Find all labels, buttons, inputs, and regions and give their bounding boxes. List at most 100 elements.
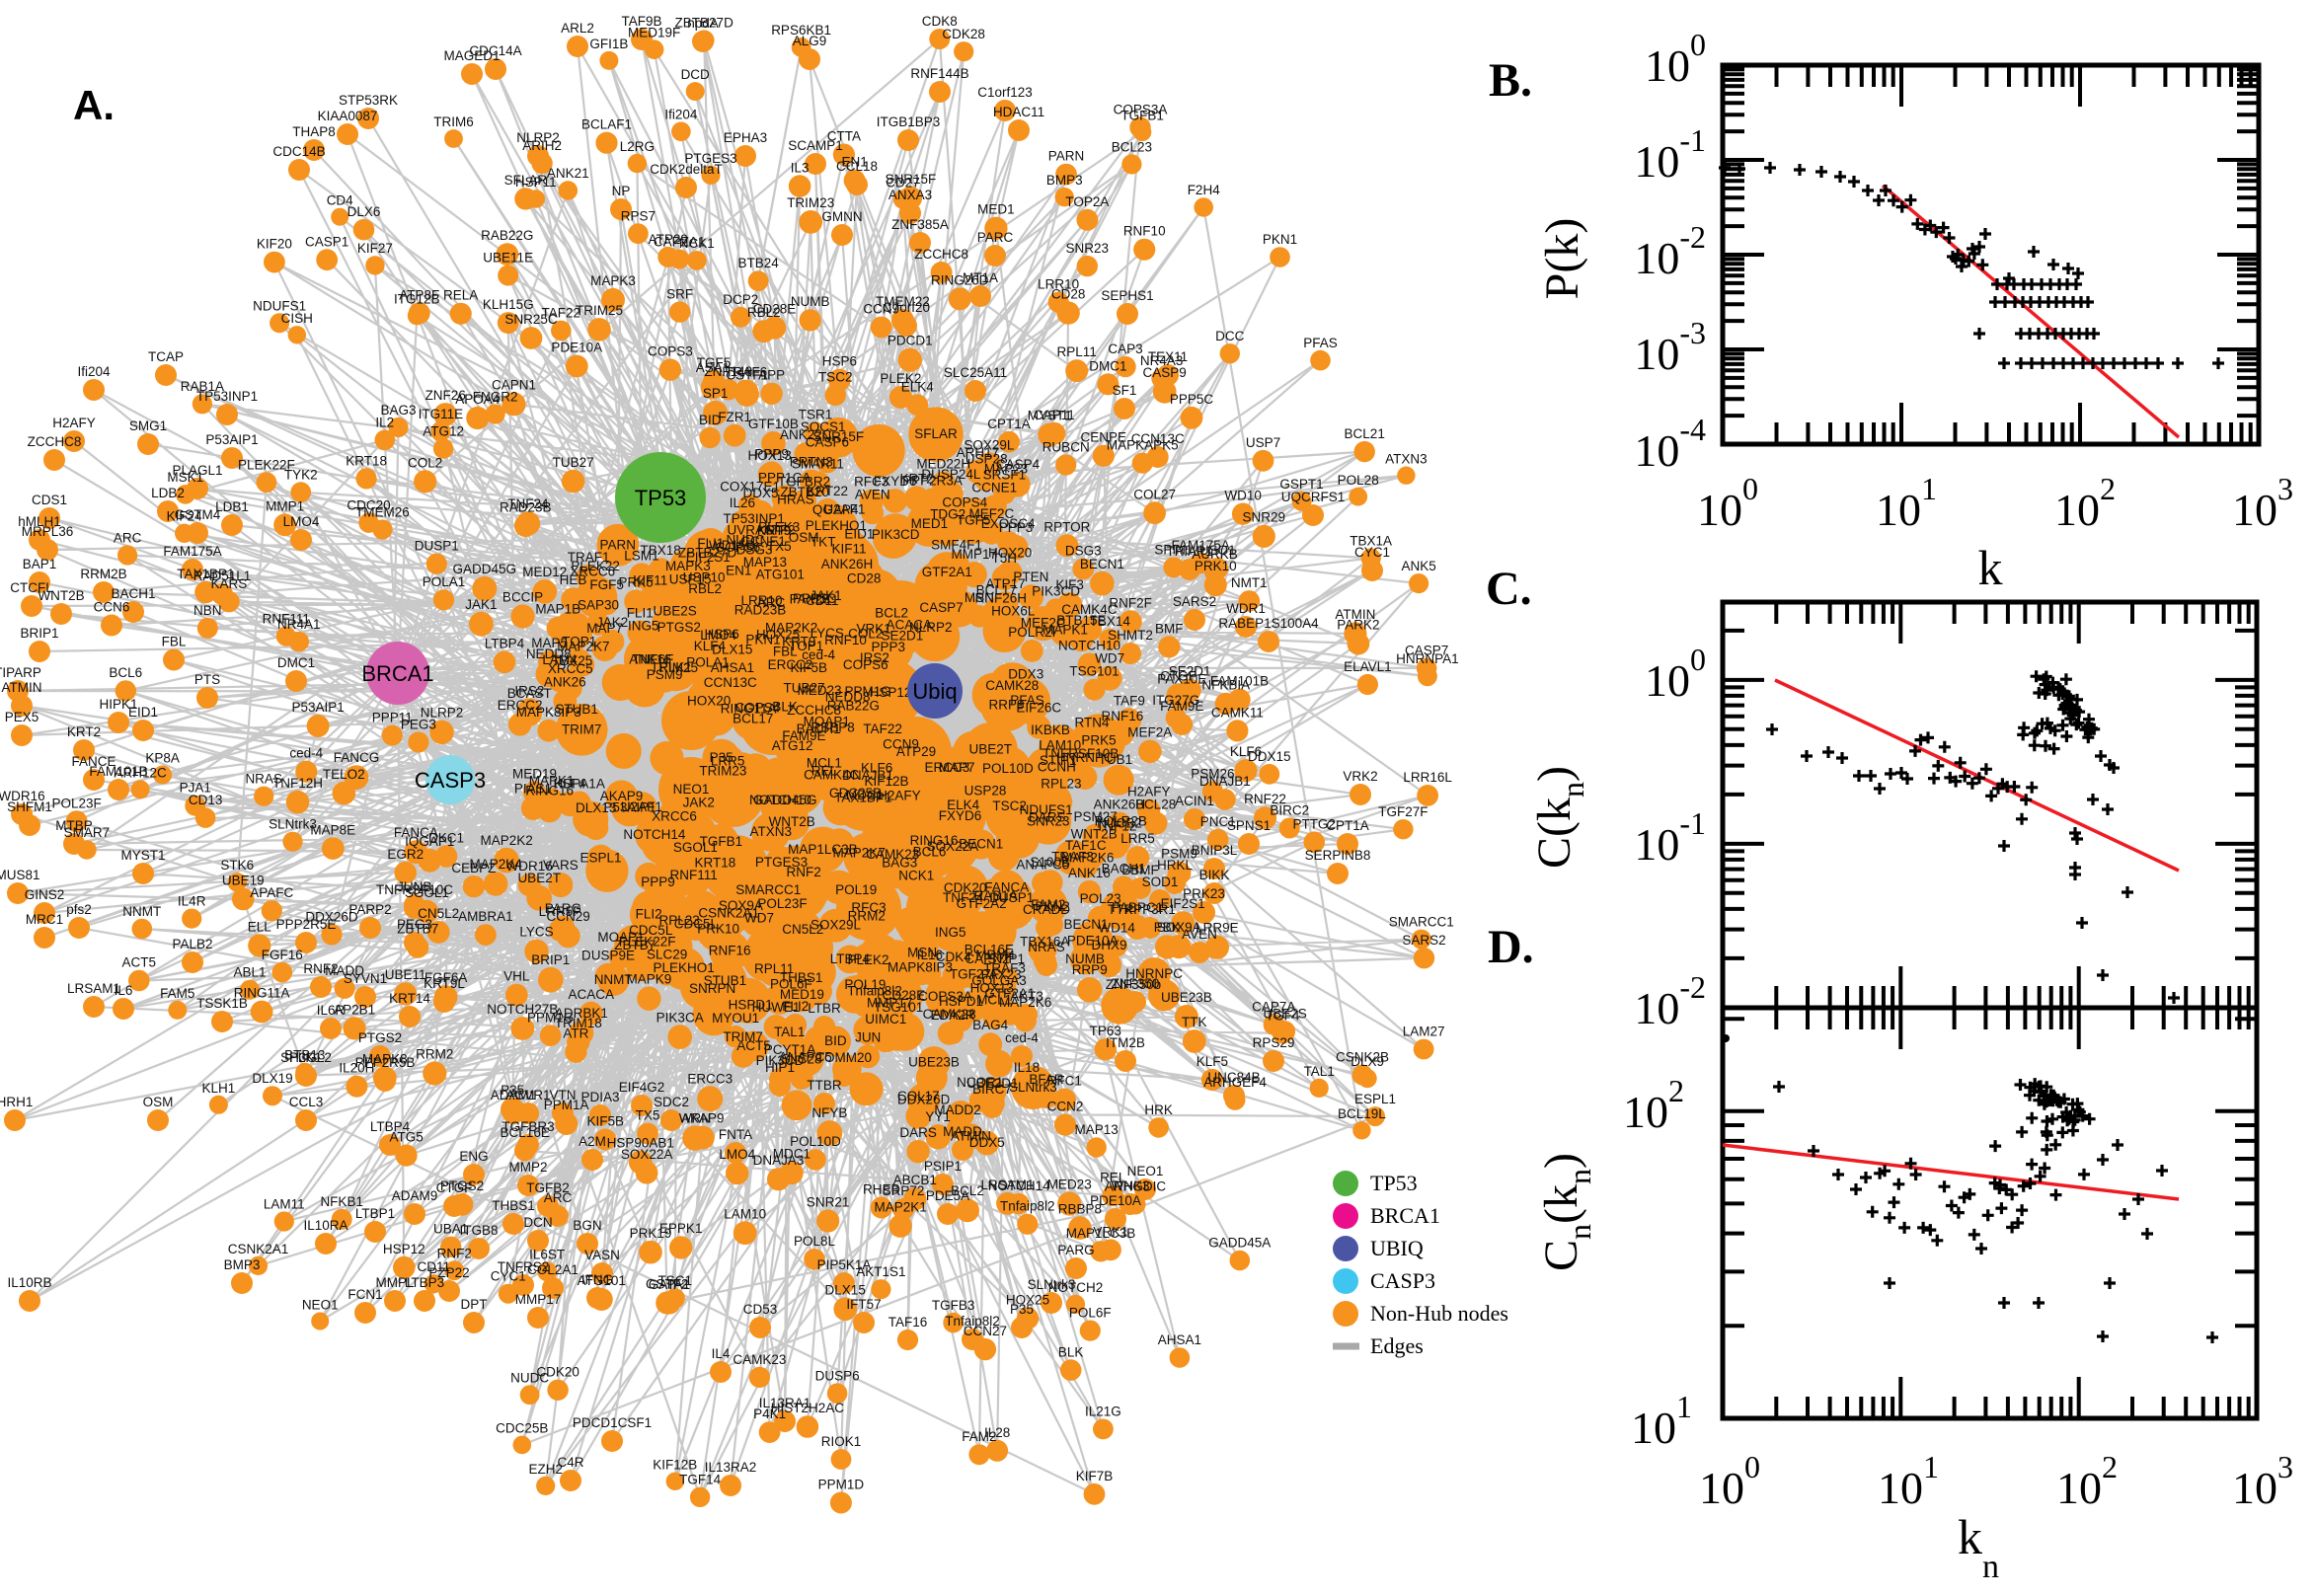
svg-text:SLNtrk3: SLNtrk3 bbox=[1009, 1080, 1057, 1095]
svg-text:EPPK1: EPPK1 bbox=[659, 1221, 703, 1236]
svg-text:LTBP4: LTBP4 bbox=[370, 1119, 411, 1134]
svg-text:FGF5: FGF5 bbox=[589, 577, 624, 592]
svg-text:STUB1: STUB1 bbox=[555, 702, 598, 717]
svg-text:Ifi204: Ifi204 bbox=[664, 107, 698, 121]
svg-text:PPP1CA: PPP1CA bbox=[758, 470, 811, 485]
svg-text:WD7: WD7 bbox=[744, 911, 774, 926]
svg-text:TCAP: TCAP bbox=[148, 349, 184, 364]
svg-text:TAF1C: TAF1C bbox=[1065, 838, 1107, 853]
svg-text:MED1: MED1 bbox=[977, 202, 1015, 217]
svg-text:DLX15: DLX15 bbox=[712, 642, 752, 656]
svg-text:KRT2: KRT2 bbox=[899, 471, 933, 486]
svg-text:NEDD8: NEDD8 bbox=[825, 689, 871, 704]
svg-text:CCN9: CCN9 bbox=[883, 736, 919, 751]
svg-text:MYST1: MYST1 bbox=[1028, 409, 1072, 423]
svg-text:DHX9: DHX9 bbox=[1091, 938, 1126, 952]
svg-text:NOTCH14: NOTCH14 bbox=[623, 827, 686, 842]
svg-text:ATMIN: ATMIN bbox=[2, 680, 42, 695]
svg-text:ACIN1: ACIN1 bbox=[1175, 794, 1214, 808]
svg-text:ERCC2: ERCC2 bbox=[498, 698, 543, 713]
svg-text:IL4: IL4 bbox=[712, 1346, 731, 1361]
svg-text:ARC: ARC bbox=[544, 1190, 573, 1205]
svg-text:TELO2: TELO2 bbox=[323, 767, 365, 782]
svg-text:Tnfaip8l2: Tnfaip8l2 bbox=[945, 1314, 1000, 1329]
svg-text:HNRNPC: HNRNPC bbox=[1125, 966, 1183, 981]
svg-text:ITM2B: ITM2B bbox=[1106, 1035, 1145, 1050]
svg-text:USP28: USP28 bbox=[965, 783, 1007, 798]
svg-text:CTGF: CTGF bbox=[1160, 669, 1197, 684]
svg-text:COL27: COL27 bbox=[1133, 487, 1176, 501]
svg-text:TSR1: TSR1 bbox=[799, 408, 833, 422]
svg-text:IL3: IL3 bbox=[791, 160, 810, 175]
svg-text:RBBP8: RBBP8 bbox=[811, 721, 854, 735]
svg-text:CCNE1: CCNE1 bbox=[971, 480, 1017, 494]
svg-text:ANXA3: ANXA3 bbox=[888, 188, 932, 202]
svg-text:SOX29L: SOX29L bbox=[811, 918, 862, 933]
svg-text:B.: B. bbox=[1489, 54, 1532, 107]
svg-text:DPT: DPT bbox=[461, 1297, 488, 1312]
svg-text:RBL2: RBL2 bbox=[688, 581, 722, 596]
svg-text:PLEK22: PLEK22 bbox=[571, 559, 620, 573]
svg-text:CDK4: CDK4 bbox=[936, 950, 972, 964]
svg-text:TRIM25: TRIM25 bbox=[576, 303, 623, 318]
svg-text:IL18: IL18 bbox=[1014, 1060, 1040, 1075]
svg-text:CDC5L: CDC5L bbox=[629, 923, 673, 938]
svg-text:RPL23: RPL23 bbox=[658, 913, 699, 928]
svg-text:CAP7A: CAP7A bbox=[1252, 999, 1295, 1014]
svg-text:DMC1: DMC1 bbox=[1089, 358, 1126, 373]
svg-text:SNR23: SNR23 bbox=[1027, 813, 1070, 828]
svg-text:DSG3: DSG3 bbox=[736, 543, 773, 558]
svg-text:P4K1: P4K1 bbox=[753, 1406, 786, 1421]
svg-text:ANK16: ANK16 bbox=[629, 651, 671, 666]
svg-text:PRK23: PRK23 bbox=[1183, 886, 1225, 901]
svg-text:PPP5C: PPP5C bbox=[793, 591, 837, 606]
svg-text:APP: APP bbox=[758, 368, 785, 383]
svg-text:PRK5: PRK5 bbox=[1081, 733, 1116, 748]
svg-text:MED19: MED19 bbox=[780, 987, 824, 1002]
svg-text:PPP2R5E: PPP2R5E bbox=[276, 917, 337, 932]
svg-text:ATG12: ATG12 bbox=[772, 738, 813, 753]
svg-text:MSK1: MSK1 bbox=[167, 470, 203, 485]
svg-text:COL2: COL2 bbox=[408, 455, 442, 470]
svg-text:UBIQ: UBIQ bbox=[1370, 1236, 1424, 1260]
svg-text:HOX20: HOX20 bbox=[988, 546, 1032, 561]
svg-text:IL4R: IL4R bbox=[178, 893, 206, 908]
svg-text:IL6: IL6 bbox=[115, 983, 133, 998]
svg-text:KIF7B: KIF7B bbox=[1076, 1469, 1114, 1483]
svg-text:L2RG: L2RG bbox=[620, 139, 655, 154]
svg-text:ZNF148: ZNF148 bbox=[704, 364, 752, 379]
svg-text:MAP2K1: MAP2K1 bbox=[874, 1200, 926, 1215]
svg-text:LTBP4: LTBP4 bbox=[485, 637, 525, 651]
svg-text:P(k): P(k) bbox=[1536, 218, 1588, 300]
svg-text:LRR16L: LRR16L bbox=[1403, 770, 1452, 785]
svg-text:TDG2: TDG2 bbox=[930, 506, 965, 521]
svg-text:KRT9L: KRT9L bbox=[424, 976, 465, 991]
svg-text:SE2D1: SE2D1 bbox=[1169, 664, 1211, 679]
svg-text:LMO4: LMO4 bbox=[283, 514, 320, 529]
svg-text:AVEN: AVEN bbox=[1182, 927, 1217, 942]
svg-text:BAG4: BAG4 bbox=[972, 1018, 1009, 1032]
svg-text:BID: BID bbox=[699, 413, 722, 427]
svg-text:MSN: MSN bbox=[907, 946, 937, 960]
svg-text:SFLAR: SFLAR bbox=[504, 173, 548, 188]
svg-text:NFKB1: NFKB1 bbox=[320, 1194, 363, 1209]
svg-text:GADD45G: GADD45G bbox=[753, 793, 817, 807]
svg-text:CAMK28: CAMK28 bbox=[985, 678, 1039, 693]
svg-text:RAD23B: RAD23B bbox=[500, 499, 552, 514]
svg-text:NMT1: NMT1 bbox=[1231, 575, 1268, 590]
svg-text:FLI1: FLI1 bbox=[627, 606, 654, 621]
svg-text:CCNH: CCNH bbox=[1038, 759, 1076, 774]
svg-text:FANCG: FANCG bbox=[334, 750, 380, 765]
svg-text:RRP9: RRP9 bbox=[1072, 962, 1108, 977]
svg-text:MADD: MADD bbox=[325, 963, 364, 978]
svg-text:DUSP1: DUSP1 bbox=[989, 890, 1034, 905]
svg-text:FGF6A: FGF6A bbox=[425, 970, 468, 985]
svg-text:LAM11: LAM11 bbox=[264, 1196, 305, 1211]
svg-text:DMC1: DMC1 bbox=[277, 655, 315, 670]
svg-text:USP28: USP28 bbox=[965, 452, 1008, 467]
svg-text:BCL2: BCL2 bbox=[951, 1183, 984, 1198]
svg-text:RRM2: RRM2 bbox=[848, 909, 886, 924]
svg-text:MAPK1: MAPK1 bbox=[1042, 623, 1088, 638]
svg-text:POL19: POL19 bbox=[844, 977, 886, 992]
svg-text:PDE5A: PDE5A bbox=[926, 1188, 969, 1203]
